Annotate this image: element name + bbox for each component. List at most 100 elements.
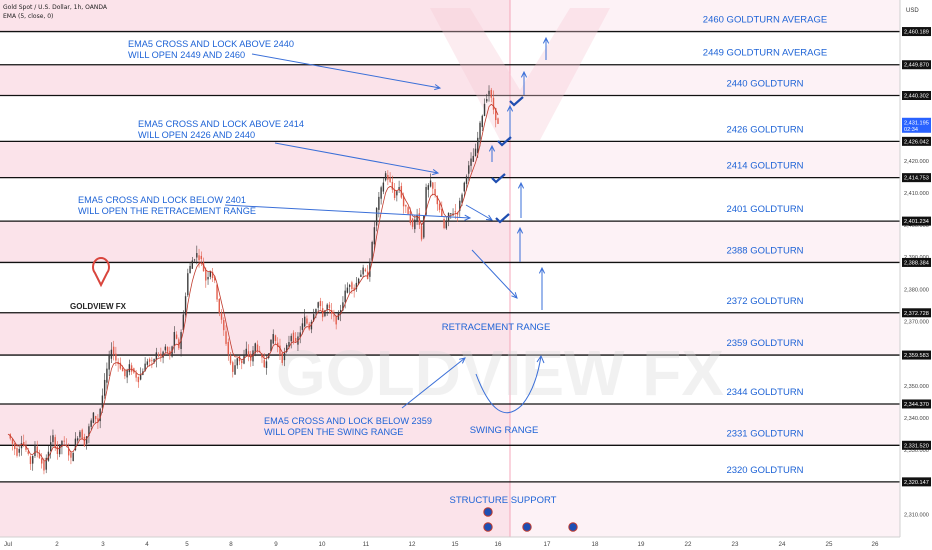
candle-body	[227, 342, 229, 355]
ema-line	[7, 103, 499, 462]
candle-body	[81, 429, 83, 440]
candle-body	[238, 356, 241, 362]
candle-body	[393, 189, 396, 198]
candle-body	[184, 296, 187, 316]
proj-arrow-2401-up-head	[517, 181, 525, 189]
level-label-11: 2320 GOLDTURN	[726, 465, 803, 476]
candle-body	[398, 187, 400, 190]
candle-body	[41, 458, 43, 464]
candle-body	[160, 353, 162, 357]
candle-body	[72, 452, 74, 462]
candle-body	[193, 259, 196, 261]
currency-label: USD	[906, 8, 919, 14]
candle-body	[497, 118, 499, 124]
price-tick-3: 2,340.000	[904, 416, 929, 422]
time-tick-1: 2	[55, 541, 59, 548]
candle-body	[225, 331, 227, 344]
price-tick-10: 2,410.000	[904, 191, 929, 197]
level-badge-bg-11	[902, 477, 931, 487]
proj-arrow-2372-up-head	[538, 266, 546, 274]
candle-body	[360, 274, 362, 277]
candle-body	[23, 441, 25, 446]
candle-body	[259, 350, 261, 352]
candle-body	[283, 352, 286, 361]
candle-body	[351, 282, 353, 290]
candle-body	[373, 227, 376, 245]
level-label-5: 2401 GOLDTURN	[726, 204, 803, 215]
candle-body	[263, 359, 265, 368]
candle-body	[256, 344, 259, 352]
candle-body	[11, 439, 14, 444]
time-tick-14: 19	[638, 541, 645, 548]
candle-body	[441, 208, 443, 217]
level-badge-10: 2,331.520	[904, 443, 929, 449]
annotation-0-line-1: WILL OPEN 2449 AND 2460	[128, 50, 245, 60]
candle-body	[319, 300, 322, 307]
candle-body	[61, 440, 63, 447]
candle-body	[234, 365, 236, 375]
candle-body	[74, 438, 77, 451]
swing-curve	[475, 355, 542, 414]
candle-body	[456, 212, 459, 215]
candle-body	[488, 90, 490, 95]
candle-body	[432, 182, 434, 189]
swing-curve-head	[536, 354, 545, 364]
candle-body	[470, 158, 472, 166]
price-tick-2: 2,330.000	[904, 448, 929, 454]
proj-arrow-2401-down	[465, 204, 493, 221]
price-tick-0: 2,310.000	[904, 512, 929, 518]
candle-body	[202, 262, 205, 272]
candle-body	[18, 448, 20, 453]
candle-body	[207, 276, 209, 280]
candle-body	[157, 354, 160, 357]
candle-body	[481, 115, 483, 128]
annotation-arrow-3-head	[459, 357, 466, 364]
price-tick-9: 2,400.000	[904, 223, 929, 229]
candle-body	[92, 412, 95, 423]
candle-body	[405, 204, 407, 207]
candle-body	[281, 352, 283, 363]
candle-body	[34, 444, 36, 457]
candle-body	[121, 367, 124, 372]
candle-body	[198, 255, 200, 261]
candle-body	[151, 360, 153, 362]
candle-body	[353, 287, 355, 291]
candle-body	[342, 302, 344, 311]
level-badge-9: 2,344.370	[904, 402, 929, 408]
candle-body	[317, 302, 319, 308]
candle-body	[420, 226, 423, 240]
proj-arrow-2388-up-head	[516, 226, 524, 234]
candle-body	[436, 196, 439, 205]
candle-body	[387, 175, 389, 180]
candle-body	[265, 361, 268, 368]
annotation-1-line-1: WILL OPEN 2426 AND 2440	[138, 130, 255, 140]
time-tick-16: 23	[732, 541, 739, 548]
candle-body	[164, 346, 167, 351]
check-mark-1	[497, 136, 512, 147]
candle-body	[357, 278, 360, 284]
candle-body	[443, 218, 445, 229]
range-label-2: STRUCTURE SUPPORT	[450, 495, 557, 506]
time-tick-17: 24	[779, 541, 786, 548]
candle-body	[220, 312, 223, 320]
candle-body	[106, 368, 108, 383]
candle-body	[407, 207, 409, 215]
candle-body	[128, 364, 131, 373]
candle-body	[236, 358, 238, 366]
candle-body	[299, 332, 301, 338]
candle-body	[290, 335, 292, 342]
candle-body	[310, 321, 313, 330]
proj-arrow-2460-head	[542, 36, 550, 44]
price-axis-bg	[900, 0, 932, 550]
annotation-arrow-1	[274, 142, 439, 174]
proj-arrow-2449-head	[520, 70, 528, 78]
candle-body	[97, 418, 99, 422]
annotation-arrow-0-head	[434, 84, 442, 91]
candle-body	[63, 440, 65, 442]
candle-body	[490, 89, 492, 98]
candle-body	[348, 284, 351, 287]
time-tick-10: 15	[452, 541, 459, 548]
candle-body	[247, 351, 250, 356]
check-mark-3	[495, 213, 510, 224]
candle-body	[378, 196, 380, 210]
